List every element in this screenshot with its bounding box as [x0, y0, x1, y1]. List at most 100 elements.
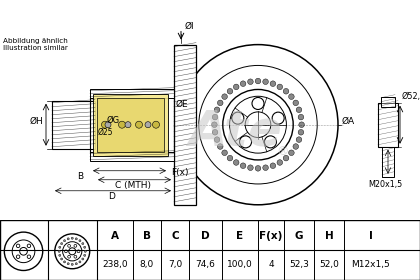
Circle shape: [289, 150, 294, 156]
Circle shape: [212, 129, 218, 135]
Circle shape: [152, 121, 160, 128]
Circle shape: [248, 79, 253, 85]
Circle shape: [102, 121, 108, 128]
Circle shape: [84, 254, 86, 256]
Text: Ø52,5: Ø52,5: [402, 92, 420, 101]
Text: C: C: [171, 231, 179, 241]
Circle shape: [277, 160, 283, 165]
Circle shape: [296, 107, 302, 113]
Text: I: I: [369, 231, 373, 241]
Circle shape: [67, 263, 69, 265]
Circle shape: [227, 88, 233, 94]
Text: 100,0: 100,0: [227, 260, 253, 269]
Bar: [90, 152, 174, 161]
Text: 4: 4: [268, 260, 274, 269]
Circle shape: [289, 94, 294, 99]
Text: M20x1,5: M20x1,5: [368, 180, 402, 189]
Circle shape: [214, 107, 220, 113]
Circle shape: [118, 121, 126, 128]
Circle shape: [293, 144, 299, 149]
Text: B: B: [143, 231, 151, 241]
Bar: [97, 98, 164, 152]
Text: 74,6: 74,6: [196, 260, 215, 269]
Text: 7,0: 7,0: [168, 260, 182, 269]
Text: B: B: [77, 172, 83, 181]
Circle shape: [75, 238, 77, 240]
Circle shape: [293, 100, 299, 106]
Circle shape: [63, 261, 66, 263]
Circle shape: [75, 263, 77, 265]
Text: ØI: ØI: [185, 22, 194, 31]
Text: Illustration similar: Illustration similar: [3, 45, 68, 51]
Circle shape: [227, 155, 233, 161]
Circle shape: [71, 237, 73, 239]
Text: C (MTH): C (MTH): [115, 181, 151, 190]
Circle shape: [59, 254, 61, 256]
Circle shape: [298, 114, 304, 120]
Circle shape: [79, 240, 81, 242]
Text: ØE: ØE: [176, 100, 189, 109]
Text: 24.0108-0117.2: 24.0108-0117.2: [80, 8, 239, 26]
Circle shape: [240, 81, 246, 87]
Text: D: D: [108, 192, 116, 201]
Circle shape: [270, 81, 276, 87]
Circle shape: [60, 258, 63, 260]
Circle shape: [234, 84, 239, 90]
Text: E: E: [236, 231, 244, 241]
Circle shape: [212, 122, 217, 127]
Circle shape: [63, 240, 66, 242]
Circle shape: [214, 137, 220, 143]
Circle shape: [270, 163, 276, 169]
Circle shape: [298, 129, 304, 135]
Circle shape: [255, 78, 261, 84]
Text: H: H: [325, 231, 333, 241]
Circle shape: [277, 84, 283, 90]
Circle shape: [218, 144, 223, 149]
Circle shape: [212, 114, 218, 120]
Circle shape: [59, 246, 61, 248]
Circle shape: [79, 261, 81, 263]
Circle shape: [234, 160, 239, 165]
Text: 52,0: 52,0: [319, 260, 339, 269]
Text: 408117: 408117: [269, 8, 344, 26]
Circle shape: [60, 242, 63, 245]
Circle shape: [125, 122, 131, 128]
Bar: [381, 97, 395, 107]
Bar: [382, 147, 394, 177]
Circle shape: [105, 122, 111, 128]
Text: M12x1,5: M12x1,5: [352, 260, 390, 269]
Circle shape: [58, 250, 60, 252]
Bar: [90, 89, 174, 98]
Circle shape: [283, 155, 289, 161]
Circle shape: [296, 137, 302, 143]
Circle shape: [283, 88, 289, 94]
Circle shape: [255, 165, 261, 171]
Text: Ate: Ate: [188, 108, 282, 156]
Circle shape: [263, 79, 268, 85]
Text: Abbildung ähnlich: Abbildung ähnlich: [3, 38, 68, 44]
Circle shape: [218, 100, 223, 106]
Text: Ø25: Ø25: [98, 128, 113, 137]
Bar: [174, 45, 196, 205]
Text: F(x): F(x): [171, 168, 189, 177]
Circle shape: [136, 121, 142, 128]
Text: A: A: [111, 231, 119, 241]
Circle shape: [84, 246, 86, 248]
Circle shape: [263, 165, 268, 171]
Text: ®: ®: [276, 145, 289, 158]
Circle shape: [222, 150, 227, 156]
Bar: [93, 94, 168, 156]
Circle shape: [82, 242, 84, 245]
Bar: [52, 101, 95, 149]
Text: ØH: ØH: [30, 117, 44, 126]
Circle shape: [145, 122, 151, 128]
Bar: [378, 103, 398, 147]
Circle shape: [222, 94, 227, 99]
Text: 52,3: 52,3: [289, 260, 309, 269]
Text: F(x): F(x): [259, 231, 283, 241]
Text: ØA: ØA: [342, 117, 355, 126]
Text: 8,0: 8,0: [140, 260, 154, 269]
Circle shape: [82, 258, 84, 260]
Circle shape: [67, 238, 69, 240]
Circle shape: [248, 165, 253, 171]
